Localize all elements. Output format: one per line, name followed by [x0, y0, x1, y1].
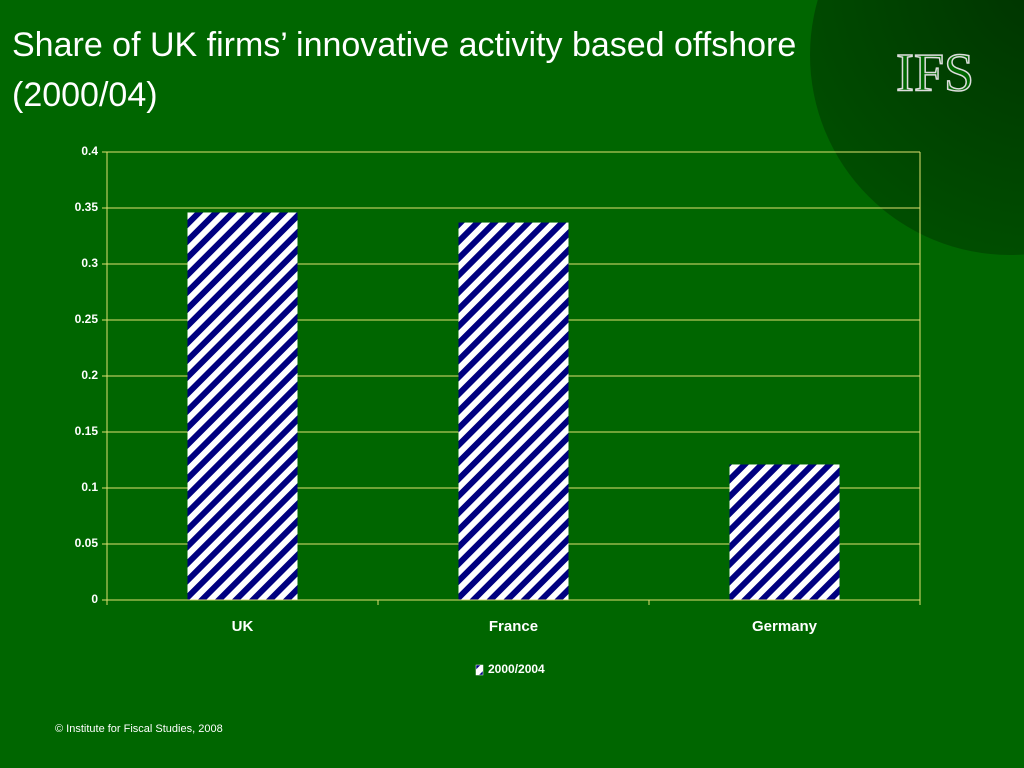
y-tick-label: 0.3 — [81, 256, 98, 270]
y-tick-label: 0 — [91, 592, 98, 606]
x-tick-label: Germany — [752, 618, 818, 635]
y-tick-label: 0.2 — [81, 368, 98, 382]
y-tick-label: 0.05 — [75, 536, 99, 550]
y-tick-label: 0.25 — [75, 312, 99, 326]
y-tick-label: 0.15 — [75, 424, 99, 438]
legend-swatch — [475, 664, 484, 676]
legend-label: 2000/2004 — [488, 662, 545, 676]
logo: IFS — [896, 42, 974, 102]
y-tick-label: 0.1 — [81, 480, 98, 494]
x-tick-label: UK — [232, 618, 254, 635]
footer: © Institute for Fiscal Studies, 2008 — [55, 723, 223, 735]
bar — [458, 222, 569, 600]
y-tick-label: 0.4 — [81, 144, 98, 158]
bar — [729, 464, 840, 600]
chart-title: Share of UK firms’ innovative activity b… — [12, 26, 797, 114]
x-tick-label: France — [489, 618, 538, 635]
y-tick-label: 0.35 — [75, 200, 99, 214]
bar — [187, 212, 298, 601]
decor-circle — [810, 0, 1024, 255]
